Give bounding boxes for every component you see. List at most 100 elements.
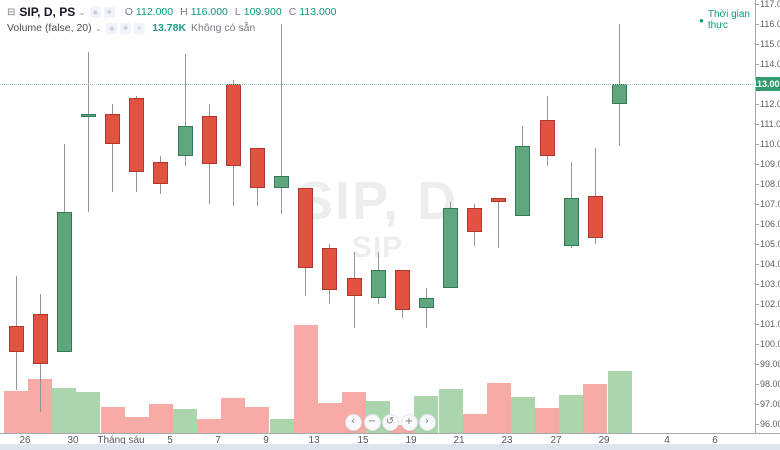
legend-symbol-row: ⊟ SIP, D, PS ⌄ ◉ ✱ O 112.000 H 116.000 L… xyxy=(7,4,336,20)
volume-bar xyxy=(607,371,632,433)
time-axis-label: 9 xyxy=(263,435,269,446)
volume-bar xyxy=(462,414,487,433)
collapse-icon[interactable]: ⊟ xyxy=(7,6,16,18)
close-icon[interactable]: ✕ xyxy=(134,22,146,34)
volume-bar xyxy=(52,388,77,433)
price-pane[interactable]: SIP, D SIP ⊟ SIP, D, PS ⌄ ◉ ✱ O 112.000 … xyxy=(0,0,755,433)
high-label: H xyxy=(180,6,188,18)
scroll-right-button[interactable]: › xyxy=(418,413,436,431)
candle-body xyxy=(370,270,386,298)
reset-view-button[interactable]: ↺ xyxy=(381,413,399,431)
candle-body xyxy=(201,116,217,164)
candle-body xyxy=(467,208,483,232)
price-axis-tick xyxy=(756,64,759,65)
candle-wick xyxy=(184,54,186,166)
price-axis[interactable]: 113.000 117.000116.000115.000114.000113.… xyxy=(752,0,780,433)
volume-bar xyxy=(535,407,560,433)
eye-icon[interactable]: ◉ xyxy=(89,6,101,18)
legend: ⊟ SIP, D, PS ⌄ ◉ ✱ O 112.000 H 116.000 L… xyxy=(7,4,336,36)
candle-body xyxy=(298,188,314,268)
candle-body xyxy=(322,248,338,290)
price-axis-tick xyxy=(756,164,759,165)
price-axis-tick xyxy=(756,144,759,145)
watermark-symbol-interval: SIP, D xyxy=(296,171,459,231)
candle-wick xyxy=(498,198,500,248)
volume-bar xyxy=(124,416,149,433)
volume-bar xyxy=(486,383,511,433)
volume-study-title[interactable]: Volume (false, 20) xyxy=(7,22,92,34)
price-axis-tick xyxy=(756,384,759,385)
price-axis-label: 114.000 xyxy=(760,59,780,69)
price-axis-tick xyxy=(756,44,759,45)
eye-icon[interactable]: ◉ xyxy=(106,22,118,34)
candle-body xyxy=(105,114,121,144)
price-axis-tick xyxy=(756,404,759,405)
price-axis-label: 108.000 xyxy=(760,179,780,189)
price-axis-tick xyxy=(756,324,759,325)
candle-wick xyxy=(281,24,282,214)
time-axis-label: 7 xyxy=(215,435,221,446)
candle-body xyxy=(153,162,169,184)
price-axis-label: 107.000 xyxy=(760,199,780,209)
price-axis-label: 110.000 xyxy=(760,139,780,149)
time-axis-label: 21 xyxy=(453,435,465,446)
candle-body xyxy=(8,326,24,352)
volume-bar xyxy=(317,402,342,433)
candle-wick xyxy=(112,104,114,192)
scroll-left-button[interactable]: ‹ xyxy=(344,413,362,431)
zoom-in-button[interactable]: + xyxy=(400,413,418,431)
candle-body xyxy=(80,114,96,117)
ohlc-readout: O 112.000 H 116.000 L 109.900 C 113.000 xyxy=(123,6,337,18)
price-axis-tick xyxy=(756,364,759,365)
open-value: 112.000 xyxy=(135,6,174,18)
realtime-indicator: ● Thời gian thực xyxy=(699,9,755,31)
volume-bar xyxy=(197,419,222,433)
zoom-out-button[interactable]: − xyxy=(363,413,381,431)
candle-body xyxy=(129,98,145,172)
time-axis-label: 27 xyxy=(550,435,562,446)
price-axis-label: 112.000 xyxy=(760,99,780,109)
settings-icon[interactable]: ✱ xyxy=(120,22,132,34)
current-price-line xyxy=(0,84,755,85)
time-axis-label: 15 xyxy=(357,435,369,446)
settings-icon[interactable]: ✱ xyxy=(103,6,115,18)
candle-body xyxy=(274,176,289,188)
candle-body xyxy=(346,278,362,296)
price-axis-tick xyxy=(756,204,759,205)
volume-bar xyxy=(245,406,270,433)
price-axis-tick xyxy=(756,424,759,425)
price-axis-label: 115.000 xyxy=(760,39,780,49)
open-label: O xyxy=(124,6,133,18)
price-axis-label: 103.000 xyxy=(760,279,780,289)
candle-body xyxy=(587,196,603,238)
volume-bar xyxy=(559,395,584,433)
candle-body xyxy=(394,270,410,310)
symbol-title[interactable]: SIP, D, PS xyxy=(19,5,76,19)
chevron-down-icon[interactable]: ⌄ xyxy=(78,6,86,17)
close-label: C xyxy=(288,6,297,18)
time-axis-label: 13 xyxy=(308,435,320,446)
legend-volume-row: Volume (false, 20) ⌄ ◉ ✱ ✕ 13.78K Không … xyxy=(7,20,336,36)
price-axis-label: 106.000 xyxy=(760,219,780,229)
candle-body xyxy=(177,126,193,156)
realtime-label: Thời gian thực xyxy=(707,9,750,31)
time-axis-label: 6 xyxy=(712,435,718,446)
volume-bar xyxy=(76,392,101,433)
high-value: 116.000 xyxy=(190,6,228,18)
price-axis-tick xyxy=(756,124,759,125)
price-axis-label: 116.000 xyxy=(760,19,780,29)
price-axis-tick xyxy=(756,4,759,5)
chevron-down-icon[interactable]: ⌄ xyxy=(94,22,103,33)
price-axis-label: 102.000 xyxy=(760,299,780,309)
volume-bar xyxy=(221,397,246,433)
time-axis[interactable]: 26 30 Tháng sáu 5 7 9 13 15 19 21 23 27 29 4 6 xyxy=(0,433,780,446)
price-axis-tick xyxy=(756,344,759,345)
volume-bar xyxy=(100,406,125,433)
volume-bar xyxy=(4,391,28,433)
candle-wick xyxy=(425,288,427,328)
price-axis-label: 98.000 xyxy=(760,379,780,389)
volume-bar xyxy=(583,383,608,433)
low-label: L xyxy=(234,6,241,18)
price-axis-label: 101.000 xyxy=(760,319,780,329)
